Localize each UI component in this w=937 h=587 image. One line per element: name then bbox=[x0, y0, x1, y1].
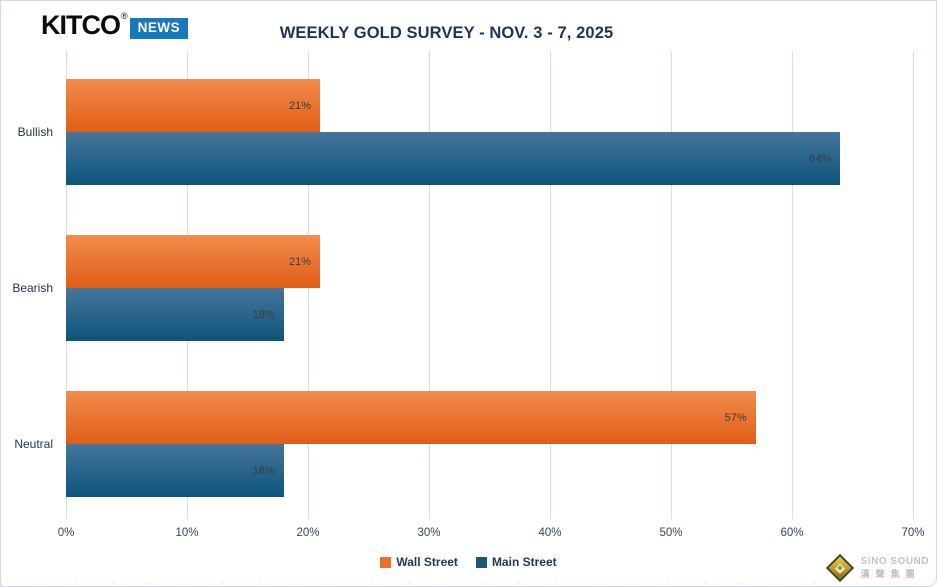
sino-sound-diamond-icon bbox=[825, 553, 854, 583]
chart-legend: Wall Street Main Street bbox=[1, 555, 936, 569]
plot-area: 21% 64% 21% 18% 57% 18% bbox=[65, 51, 914, 519]
chart-title: WEEKLY GOLD SURVEY - NOV. 3 - 7, 2025 bbox=[279, 24, 614, 42]
x-axis-tick-label-70-: 70% bbox=[901, 527, 925, 539]
legend-item-wall-street: Wall Street bbox=[380, 555, 458, 569]
bar-main-street-bullish: 64% bbox=[66, 132, 841, 185]
kitco-logo-text: KITCO bbox=[41, 10, 121, 40]
gridline-60- bbox=[791, 51, 793, 519]
bar-value-wall-street-neutral: 57% bbox=[724, 411, 747, 424]
x-axis-tick-label-20-: 20% bbox=[296, 527, 320, 539]
bottom-minor-ticks bbox=[1, 583, 936, 585]
gridline-40- bbox=[549, 51, 551, 519]
x-axis-tick-label-40-: 40% bbox=[538, 527, 562, 539]
x-axis-tick-label-60-: 60% bbox=[780, 527, 804, 539]
watermark-line2: 漢聲集團 bbox=[860, 569, 921, 579]
bar-value-main-street-neutral: 18% bbox=[252, 464, 275, 477]
category-label-bullish: Bullish bbox=[17, 125, 53, 139]
registered-trademark-symbol: ® bbox=[121, 11, 128, 21]
gridline-30- bbox=[428, 51, 430, 519]
bar-value-wall-street-bearish: 21% bbox=[289, 255, 312, 268]
kitco-news-badge: NEWS bbox=[129, 18, 189, 39]
bar-value-main-street-bearish: 18% bbox=[252, 308, 275, 321]
bar-wall-street-bearish: 21% bbox=[66, 235, 321, 288]
bar-wall-street-bullish: 21% bbox=[66, 79, 321, 132]
category-label-bearish: Bearish bbox=[12, 281, 53, 295]
x-axis-tick-label-10-: 10% bbox=[175, 527, 199, 539]
bar-wall-street-neutral: 57% bbox=[66, 391, 756, 444]
diamond-inner bbox=[834, 563, 845, 573]
gridline-50- bbox=[670, 51, 672, 519]
gridline-70- bbox=[912, 51, 914, 519]
bar-value-wall-street-bullish: 21% bbox=[289, 99, 312, 112]
legend-swatch-main-street bbox=[475, 556, 487, 568]
diamond-core bbox=[836, 565, 843, 571]
bar-main-street-neutral: 18% bbox=[66, 444, 284, 497]
x-axis-tick-label-50-: 50% bbox=[659, 527, 683, 539]
sino-sound-watermark: SiNO SOUND 漢聲集團 bbox=[825, 553, 929, 583]
category-label-neutral: Neutral bbox=[14, 437, 53, 451]
legend-label-wall-street: Wall Street bbox=[396, 555, 458, 569]
bar-value-main-street-bullish: 64% bbox=[809, 152, 832, 165]
x-axis-tick-label-0-: 0% bbox=[57, 527, 75, 539]
bar-main-street-bearish: 18% bbox=[66, 288, 284, 341]
kitco-news-logo: KITCO ® NEWS bbox=[41, 10, 189, 40]
legend-item-main-street: Main Street bbox=[475, 555, 557, 569]
watermark-line1: SiNO SOUND bbox=[860, 556, 929, 567]
x-axis-tick-label-30-: 30% bbox=[417, 527, 441, 539]
legend-swatch-wall-street bbox=[380, 556, 392, 568]
watermark-text: SiNO SOUND 漢聲集團 bbox=[861, 556, 929, 580]
legend-label-main-street: Main Street bbox=[491, 555, 557, 569]
